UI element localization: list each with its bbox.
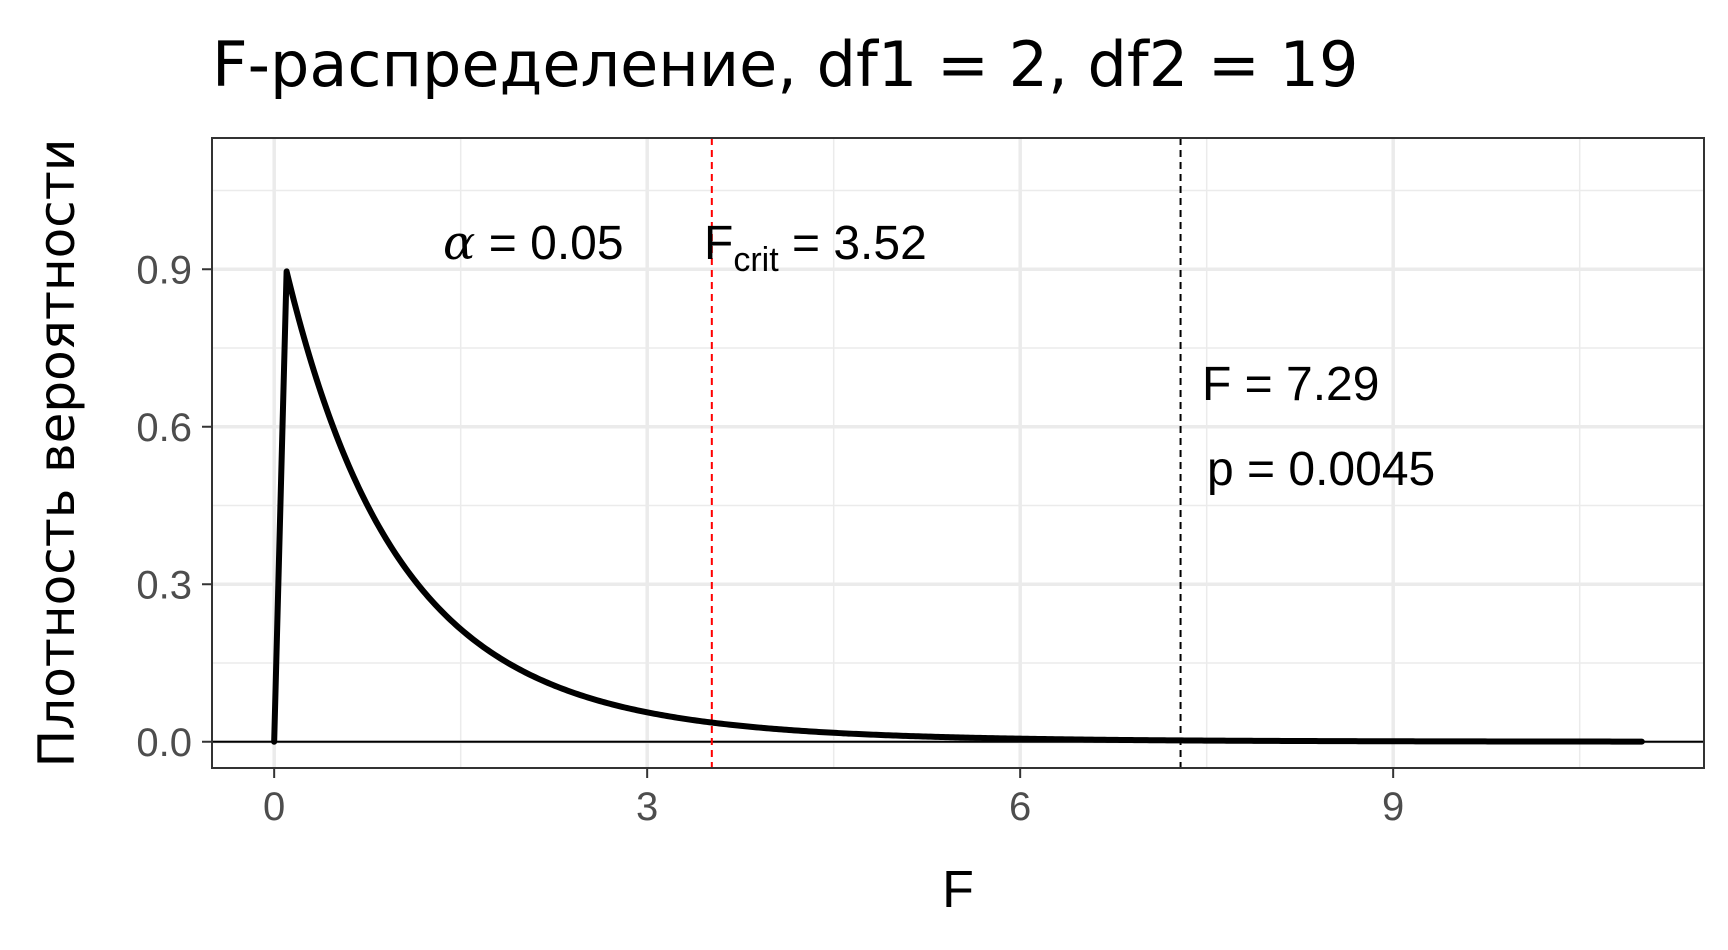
x-axis: 0 3 6 9 xyxy=(263,768,1404,829)
x-tick-label: 9 xyxy=(1382,785,1404,829)
panel-background xyxy=(212,138,1704,768)
annotations: α = 0.05 Fcrit = 3.52 F = 7.29 p = 0.004… xyxy=(443,215,1435,496)
fcrit-base: F xyxy=(704,217,733,270)
fcrit-value: = 3.52 xyxy=(779,217,927,270)
y-tick-label: 0.6 xyxy=(136,406,192,450)
x-tick-label: 0 xyxy=(263,785,285,829)
alpha-value: = 0.05 xyxy=(475,217,623,270)
p-value-annotation: p = 0.0045 xyxy=(1207,443,1435,496)
x-axis-title: F xyxy=(942,861,974,919)
grid-minor xyxy=(212,138,1704,768)
y-axis-title: Плотность вероятности xyxy=(28,139,86,768)
y-tick-label: 0.0 xyxy=(136,721,192,765)
y-tick-label: 0.9 xyxy=(136,248,192,292)
fcrit-subscript: crit xyxy=(733,241,779,279)
panel-border xyxy=(211,137,1705,769)
alpha-symbol: α xyxy=(443,215,475,271)
x-tick-label: 3 xyxy=(636,785,658,829)
density-curve xyxy=(271,268,1645,745)
chart-title: F-распределение, df1 = 2, df2 = 19 xyxy=(212,28,1358,101)
y-axis: 0.0 0.3 0.6 0.9 xyxy=(136,248,212,765)
f-statistic-annotation: F = 7.29 xyxy=(1202,358,1379,411)
x-tick-label: 6 xyxy=(1009,785,1031,829)
y-tick-label: 0.3 xyxy=(136,563,192,607)
plot-panel xyxy=(211,137,1705,769)
fcrit-annotation: Fcrit = 3.52 xyxy=(704,217,927,279)
alpha-annotation: α = 0.05 xyxy=(443,215,624,271)
